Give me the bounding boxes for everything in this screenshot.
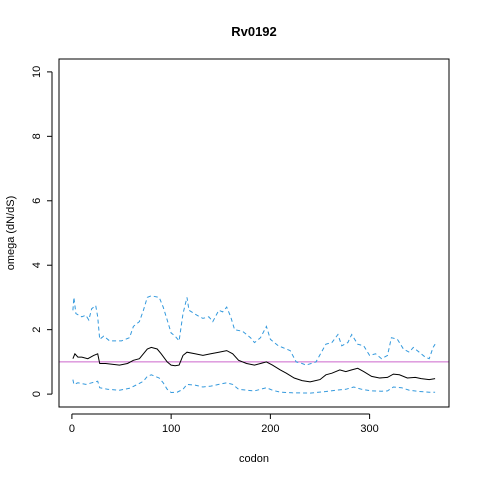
x-tick-label: 0	[69, 423, 75, 435]
series-upper-line	[72, 295, 436, 366]
y-tick-label: 0	[31, 391, 43, 397]
x-tick-label: 300	[360, 423, 378, 435]
x-tick-label: 100	[162, 423, 180, 435]
axes: 0 100 200 300 0 2 4 6 8 10	[31, 66, 379, 435]
x-tick-label: 200	[261, 423, 279, 435]
chart-title: Rv0192	[231, 24, 277, 39]
y-axis-label: omega (dN/dS)	[5, 196, 17, 271]
x-axis-label: codon	[239, 453, 269, 465]
y-tick-label: 2	[31, 327, 43, 333]
y-tick-label: 6	[31, 198, 43, 204]
series-lower-line	[72, 374, 436, 394]
y-tick-label: 8	[31, 133, 43, 139]
y-tick-label: 10	[31, 66, 43, 78]
series-estimate-line	[72, 346, 436, 383]
plot-lines	[59, 295, 449, 394]
plot-frame	[58, 58, 450, 408]
y-tick-label: 4	[31, 262, 43, 268]
